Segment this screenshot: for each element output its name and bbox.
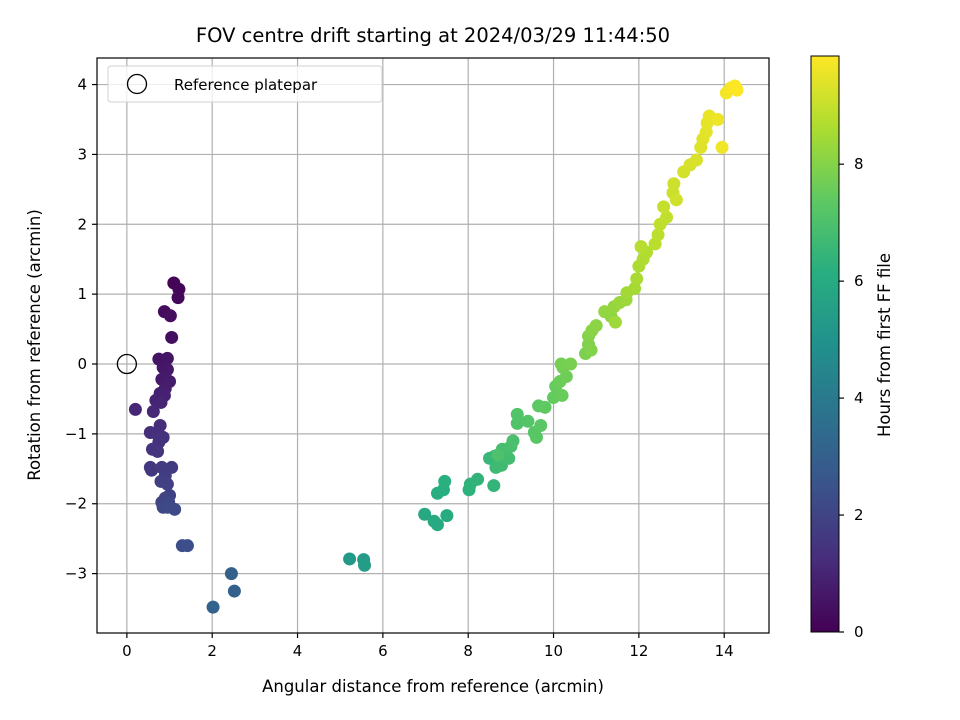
data-point [154, 395, 168, 409]
data-point [145, 463, 159, 477]
data-point [128, 402, 142, 416]
plot-frame [96, 57, 770, 634]
data-point [502, 451, 516, 465]
x-tick-label: 12 [629, 642, 648, 660]
data-point [711, 112, 725, 126]
data-point [506, 434, 520, 448]
colorbar-tick-label: 6 [854, 272, 864, 290]
data-point [730, 83, 744, 97]
data-point [608, 315, 622, 329]
data-point [630, 272, 644, 286]
data-point [634, 240, 648, 254]
y-tick-label: 3 [77, 145, 87, 163]
x-tick-label: 4 [293, 642, 303, 660]
chart-title: FOV centre drift starting at 2024/03/29 … [196, 24, 670, 47]
data-point [651, 228, 665, 242]
y-tick-label: 0 [77, 355, 87, 373]
data-point [171, 291, 185, 305]
colorbar-gradient [810, 55, 840, 633]
x-axis-label: Angular distance from reference (arcmin) [262, 677, 604, 696]
scatter-points [116, 79, 744, 614]
x-tick-label: 6 [378, 642, 388, 660]
data-point [358, 558, 372, 572]
data-point [163, 309, 177, 323]
data-point [430, 518, 444, 532]
data-point [165, 330, 179, 344]
data-point [491, 448, 505, 462]
data-point [440, 509, 454, 523]
reference-platepar-marker [116, 353, 138, 375]
data-point [206, 600, 220, 614]
data-point [589, 319, 603, 333]
data-point [667, 177, 681, 191]
data-point [660, 210, 674, 224]
data-point [510, 416, 524, 430]
data-point [471, 472, 485, 486]
x-tick-label: 10 [544, 642, 563, 660]
colorbar-tick-label: 8 [854, 155, 864, 173]
x-tick-label: 8 [463, 642, 473, 660]
colorbar-ticks: 0 2 4 6 8 [839, 155, 864, 641]
colorbar-label: Hours from first FF file [875, 253, 894, 437]
data-point [438, 474, 452, 488]
y-tick-label: −2 [65, 495, 87, 513]
data-point [689, 153, 703, 167]
data-point [715, 140, 729, 154]
data-point [555, 388, 569, 402]
grid-lines [97, 58, 769, 633]
data-point [554, 357, 568, 371]
data-point [343, 552, 357, 566]
colorbar: 0 2 4 6 8 Hours from first FF file [810, 55, 894, 641]
y-tick-label: 2 [77, 215, 87, 233]
data-point [669, 193, 683, 207]
y-tick-label: 4 [77, 76, 87, 94]
data-point [227, 584, 241, 598]
data-point [168, 502, 182, 516]
data-point [151, 444, 165, 458]
data-point [146, 405, 160, 419]
colorbar-tick-label: 2 [854, 506, 864, 524]
data-point [529, 430, 543, 444]
y-axis-label: Rotation from reference (arcmin) [25, 209, 44, 481]
legend-label-reference: Reference platepar [174, 76, 318, 94]
colorbar-tick-label: 0 [854, 623, 864, 641]
legend-marker-reference [126, 73, 148, 95]
legend-box [107, 65, 383, 103]
data-point [180, 539, 194, 553]
x-tick-label: 0 [122, 642, 132, 660]
data-point [538, 400, 552, 414]
data-point [628, 282, 642, 296]
data-point [534, 418, 548, 432]
data-point [160, 477, 174, 491]
data-point [510, 407, 524, 421]
x-axis-ticks: 0 2 4 6 8 10 12 14 [122, 633, 734, 660]
data-point [657, 200, 671, 214]
y-axis-ticks: −3 −2 −1 0 1 2 3 4 [65, 76, 97, 583]
data-point [160, 363, 174, 377]
data-point [418, 507, 432, 521]
data-point [487, 479, 501, 493]
legend: Reference platepar [107, 65, 383, 103]
y-tick-label: −3 [65, 565, 87, 583]
x-tick-label: 14 [715, 642, 734, 660]
colorbar-tick-label: 4 [854, 389, 864, 407]
data-point [564, 357, 578, 371]
y-tick-label: 1 [77, 285, 87, 303]
x-tick-label: 2 [207, 642, 217, 660]
data-point [584, 343, 598, 357]
y-tick-label: −1 [65, 425, 87, 443]
data-point [521, 414, 535, 428]
data-point [224, 567, 238, 581]
